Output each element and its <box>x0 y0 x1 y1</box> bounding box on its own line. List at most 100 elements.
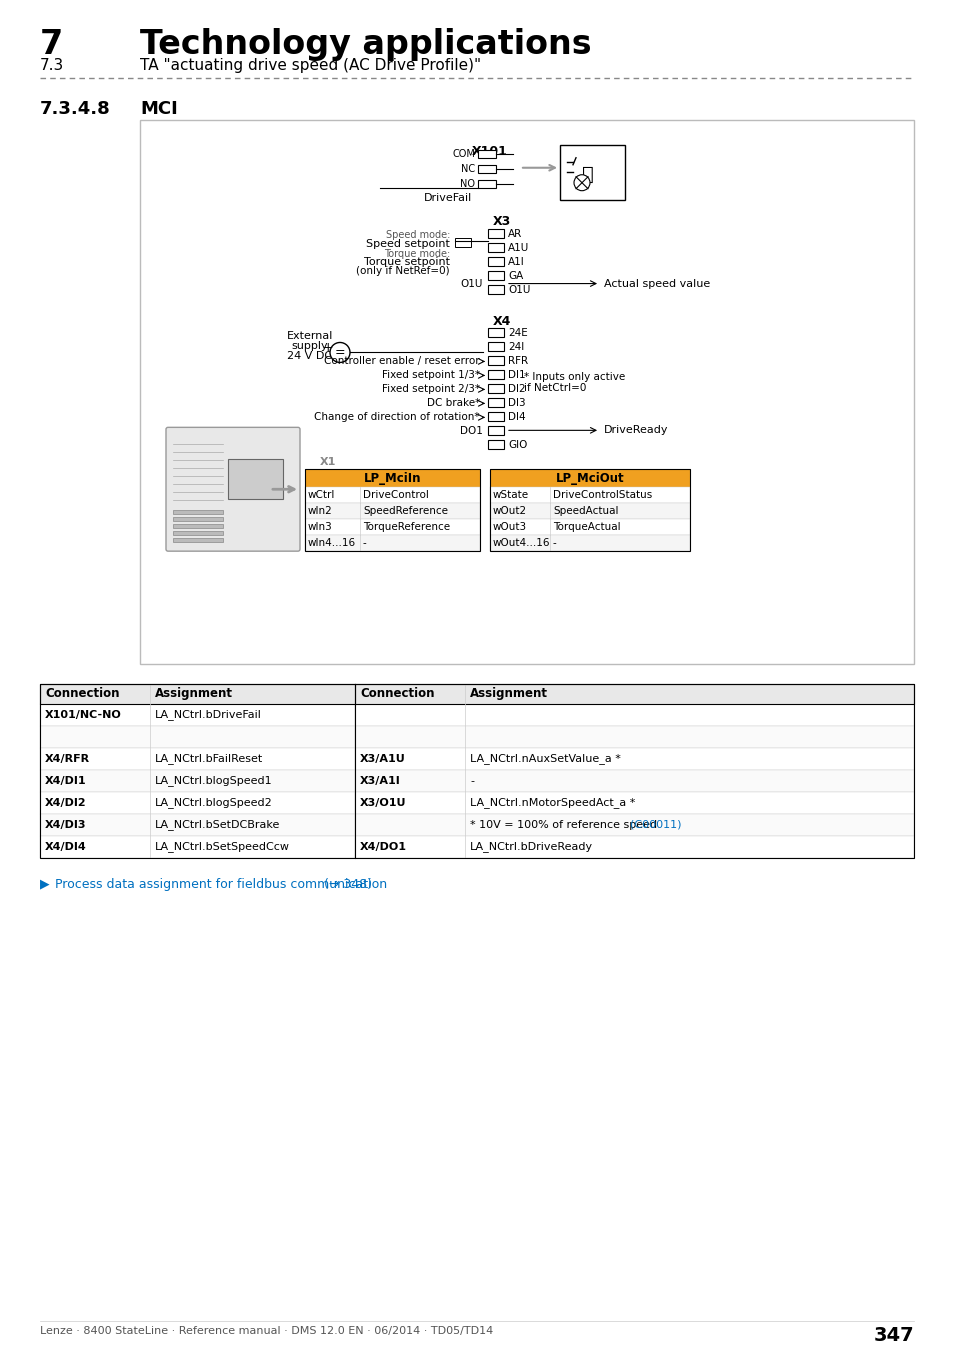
Text: DriveFail: DriveFail <box>423 193 472 202</box>
Text: (→ 348): (→ 348) <box>319 878 372 891</box>
Text: X4: X4 <box>493 315 511 328</box>
Bar <box>305 504 479 520</box>
Bar <box>228 459 283 500</box>
Text: Fixed setpoint 2/3*: Fixed setpoint 2/3* <box>381 385 479 394</box>
Text: DI2: DI2 <box>507 385 525 394</box>
Bar <box>488 256 503 266</box>
Text: SpeedActual: SpeedActual <box>553 506 618 516</box>
Bar <box>490 535 689 551</box>
Text: LA_NCtrl.bDriveReady: LA_NCtrl.bDriveReady <box>470 841 593 852</box>
Text: 📢: 📢 <box>581 165 594 184</box>
Text: wIn3: wIn3 <box>308 522 333 532</box>
Bar <box>40 792 355 814</box>
Bar <box>305 487 479 504</box>
Text: 24 V DC: 24 V DC <box>287 351 333 362</box>
Bar <box>40 684 913 703</box>
Bar <box>172 517 223 521</box>
Text: External: External <box>287 332 333 342</box>
Bar <box>172 510 223 514</box>
Bar <box>172 539 223 543</box>
Text: ▶: ▶ <box>40 878 53 891</box>
Text: X4/DI4: X4/DI4 <box>45 841 87 852</box>
Bar <box>40 836 355 857</box>
Bar <box>477 150 496 158</box>
Text: NO: NO <box>459 178 475 189</box>
Text: DO1: DO1 <box>459 427 482 436</box>
Text: O1U: O1U <box>460 278 482 289</box>
Text: +: + <box>322 342 333 354</box>
Text: AR: AR <box>507 228 521 239</box>
Text: DriveControlStatus: DriveControlStatus <box>553 490 652 501</box>
Text: Connection: Connection <box>359 687 434 701</box>
Bar <box>305 470 479 551</box>
Bar <box>305 470 479 487</box>
Text: X4/DI2: X4/DI2 <box>45 798 87 807</box>
Text: 347: 347 <box>872 1326 913 1345</box>
Text: Torque setpoint: Torque setpoint <box>364 256 450 266</box>
Text: * 10V = 100% of reference speed: * 10V = 100% of reference speed <box>470 819 659 830</box>
Text: LA_NCtrl.bSetDCBrake: LA_NCtrl.bSetDCBrake <box>154 819 280 830</box>
Text: O1U: O1U <box>507 285 530 294</box>
Text: COM: COM <box>452 148 475 159</box>
Text: X4/RFR: X4/RFR <box>45 753 90 764</box>
Bar <box>488 243 503 251</box>
Text: =: = <box>335 346 345 359</box>
Bar <box>172 524 223 528</box>
Bar <box>355 726 913 748</box>
Text: LA_NCtrl.nAuxSetValue_a *: LA_NCtrl.nAuxSetValue_a * <box>470 753 620 764</box>
Text: Assignment: Assignment <box>154 687 233 701</box>
Text: X4/DO1: X4/DO1 <box>359 841 407 852</box>
Text: TorqueActual: TorqueActual <box>553 522 620 532</box>
Bar <box>559 144 624 200</box>
Text: X3/A1I: X3/A1I <box>359 776 400 786</box>
Bar <box>305 535 479 551</box>
Text: X3/O1U: X3/O1U <box>359 798 406 807</box>
Bar <box>355 792 913 814</box>
Text: X1: X1 <box>319 458 336 467</box>
Bar <box>488 328 503 338</box>
Text: Connection: Connection <box>45 687 119 701</box>
Text: 7.3.4.8: 7.3.4.8 <box>40 100 111 117</box>
Text: wCtrl: wCtrl <box>308 490 335 501</box>
Text: Speed mode:: Speed mode: <box>385 230 450 240</box>
FancyBboxPatch shape <box>166 428 299 551</box>
Text: X4/DI3: X4/DI3 <box>45 819 87 830</box>
Bar <box>355 836 913 857</box>
Text: Speed setpoint: Speed setpoint <box>366 239 450 248</box>
Text: LA_NCtrl.bFailReset: LA_NCtrl.bFailReset <box>154 753 263 764</box>
Text: Actual speed value: Actual speed value <box>603 278 709 289</box>
Bar <box>488 370 503 379</box>
Text: X101: X101 <box>472 144 507 158</box>
Text: SpeedReference: SpeedReference <box>363 506 448 516</box>
Bar <box>488 356 503 366</box>
Circle shape <box>574 174 589 190</box>
Bar <box>40 684 913 857</box>
Text: LA_NCtrl.blogSpeed1: LA_NCtrl.blogSpeed1 <box>154 775 273 786</box>
Text: X4/DI1: X4/DI1 <box>45 776 87 786</box>
Bar <box>40 769 355 792</box>
Text: LA_NCtrl.nMotorSpeedAct_a *: LA_NCtrl.nMotorSpeedAct_a * <box>470 798 635 809</box>
Text: wState: wState <box>493 490 529 501</box>
Bar <box>488 427 503 435</box>
Text: Assignment: Assignment <box>470 687 547 701</box>
Text: -: - <box>470 776 474 786</box>
Text: wOut3: wOut3 <box>493 522 527 532</box>
Bar <box>40 748 355 770</box>
Bar <box>488 270 503 279</box>
Bar <box>488 412 503 421</box>
Text: DriveReady: DriveReady <box>603 425 668 435</box>
Text: wOut2: wOut2 <box>493 506 527 516</box>
Text: A1I: A1I <box>507 256 524 266</box>
Text: wIn4...16: wIn4...16 <box>308 539 355 548</box>
Bar <box>40 703 355 726</box>
Bar <box>355 748 913 770</box>
Text: Lenze · 8400 StateLine · Reference manual · DMS 12.0 EN · 06/2014 · TD05/TD14: Lenze · 8400 StateLine · Reference manua… <box>40 1326 493 1336</box>
Text: -: - <box>553 539 557 548</box>
Text: MCI: MCI <box>140 100 177 117</box>
Bar <box>355 814 913 836</box>
Text: DriveControl: DriveControl <box>363 490 429 501</box>
Bar <box>305 520 479 535</box>
Text: wIn2: wIn2 <box>308 506 333 516</box>
Text: * Inputs only active: * Inputs only active <box>523 373 624 382</box>
Bar <box>140 120 913 664</box>
